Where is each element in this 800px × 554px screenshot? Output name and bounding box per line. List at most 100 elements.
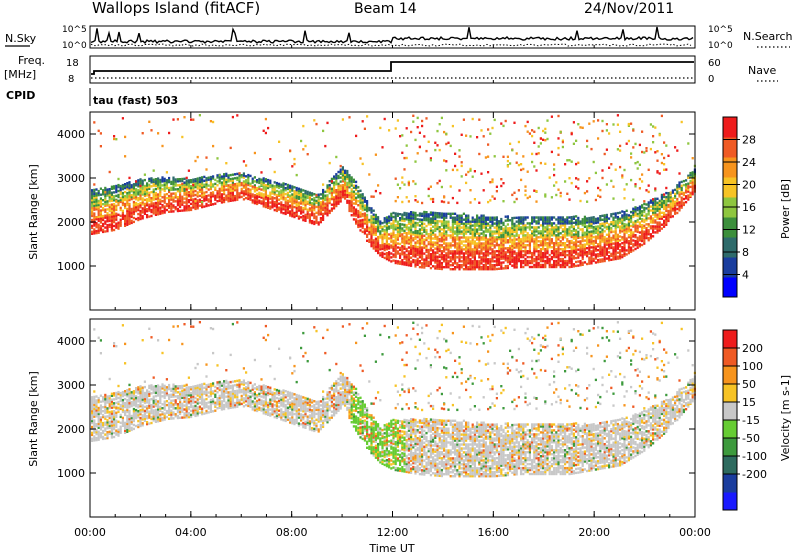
power-echo-cell bbox=[654, 187, 657, 190]
power-echo-cell bbox=[484, 248, 487, 251]
power-echo-cell bbox=[647, 225, 650, 228]
power-echo-cell bbox=[282, 182, 285, 185]
power-echo-cell bbox=[392, 221, 395, 225]
power-echo-cell bbox=[229, 193, 232, 197]
power-echo-cell bbox=[454, 260, 457, 263]
power-echo-cell bbox=[152, 198, 155, 201]
power-echo-cell bbox=[590, 262, 593, 265]
power-echo-cell bbox=[500, 265, 503, 268]
power-echo-cell bbox=[583, 253, 586, 256]
power-echo-cell bbox=[374, 227, 377, 231]
power-echo-cell bbox=[403, 219, 406, 223]
power-echo-cell bbox=[176, 201, 179, 205]
power-echo-cell bbox=[535, 152, 538, 156]
power-echo-cell bbox=[141, 183, 144, 186]
power-echo-cell bbox=[412, 237, 415, 240]
power-echo-cell bbox=[634, 226, 637, 229]
power-echo-cell bbox=[506, 159, 509, 163]
power-echo-cell bbox=[370, 225, 373, 228]
power-echo-cell bbox=[601, 169, 604, 172]
power-echo-cell bbox=[581, 239, 584, 243]
power-echo-cell bbox=[161, 209, 164, 213]
power-echo-cell bbox=[597, 243, 600, 246]
power-echo-cell bbox=[438, 228, 441, 231]
power-echo-cell bbox=[531, 222, 534, 225]
power-echo-cell bbox=[201, 184, 204, 187]
power-echo-cell bbox=[533, 165, 536, 168]
power-echo-cell bbox=[366, 115, 369, 118]
power-echo-cell bbox=[641, 233, 644, 237]
power-echo-cell bbox=[152, 184, 155, 187]
power-echo-cell bbox=[460, 175, 463, 178]
power-echo-cell bbox=[638, 163, 641, 166]
power-echo-cell bbox=[599, 232, 602, 236]
power-echo-cell bbox=[407, 228, 410, 231]
power-echo-cell bbox=[256, 186, 259, 190]
power-echo-cell bbox=[117, 225, 120, 228]
power-echo-cell bbox=[148, 205, 151, 208]
power-echo-cell bbox=[227, 174, 230, 177]
power-echo-cell bbox=[150, 200, 153, 204]
power-echo-cell bbox=[473, 230, 476, 233]
power-echo-cell bbox=[676, 190, 679, 193]
power-echo-cell bbox=[357, 190, 360, 193]
power-echo-cell bbox=[392, 227, 395, 231]
power-echo-cell bbox=[566, 159, 569, 162]
power-echo-cell bbox=[513, 244, 516, 247]
power-echo-cell bbox=[458, 222, 461, 225]
power-echo-cell bbox=[522, 220, 525, 223]
power-echo-cell bbox=[187, 183, 190, 186]
power-echo-cell bbox=[610, 258, 613, 261]
power-echo-cell bbox=[454, 252, 457, 255]
power-echo-cell bbox=[544, 236, 547, 239]
power-echo-cell bbox=[612, 197, 615, 200]
power-echo-cell bbox=[605, 221, 608, 225]
power-echo-cell bbox=[559, 220, 562, 223]
power-echo-cell bbox=[300, 216, 303, 219]
power-echo-cell bbox=[317, 207, 320, 210]
power-echo-cell bbox=[374, 233, 377, 236]
power-echo-cell bbox=[407, 200, 410, 203]
power-echo-cell bbox=[495, 224, 498, 227]
power-echo-cell bbox=[423, 242, 426, 245]
power-echo-cell bbox=[612, 236, 615, 239]
power-echo-cell bbox=[636, 236, 639, 239]
power-echo-cell bbox=[412, 254, 415, 258]
power-echo-cell bbox=[124, 204, 127, 208]
power-echo-cell bbox=[159, 208, 162, 211]
power-echo-cell bbox=[418, 214, 421, 217]
power-echo-cell bbox=[282, 188, 285, 191]
power-echo-cell bbox=[581, 243, 584, 247]
power-echo-cell bbox=[469, 252, 472, 255]
power-echo-cell bbox=[315, 219, 318, 222]
power-echo-cell bbox=[95, 200, 98, 203]
power-echo-cell bbox=[583, 239, 586, 242]
power-echo-cell bbox=[401, 253, 404, 256]
power-echo-cell bbox=[649, 217, 652, 220]
power-echo-cell bbox=[264, 117, 267, 121]
power-echo-cell bbox=[427, 237, 430, 240]
power-echo-cell bbox=[520, 230, 523, 233]
power-echo-cell bbox=[405, 263, 408, 267]
power-echo-cell bbox=[207, 194, 210, 197]
power-echo-cell bbox=[410, 230, 413, 234]
power-echo-cell bbox=[575, 260, 578, 264]
power-echo-cell bbox=[403, 231, 406, 234]
power-echo-cell bbox=[363, 198, 366, 201]
power-echo-cell bbox=[97, 213, 100, 217]
power-echo-cell bbox=[372, 243, 375, 246]
power-echo-cell bbox=[445, 232, 448, 235]
power-echo-cell bbox=[454, 268, 457, 271]
power-echo-cell bbox=[403, 245, 406, 248]
power-echo-cell bbox=[260, 202, 263, 205]
power-echo-cell bbox=[623, 254, 626, 257]
power-echo-cell bbox=[542, 232, 545, 235]
power-echo-cell bbox=[126, 195, 129, 199]
power-echo-cell bbox=[583, 217, 586, 221]
power-echo-cell bbox=[623, 234, 626, 238]
power-echo-cell bbox=[599, 238, 602, 242]
power-echo-cell bbox=[194, 189, 197, 193]
power-echo-cell bbox=[132, 202, 135, 206]
power-echo-cell bbox=[273, 204, 276, 208]
power-echo-cell bbox=[460, 216, 463, 219]
